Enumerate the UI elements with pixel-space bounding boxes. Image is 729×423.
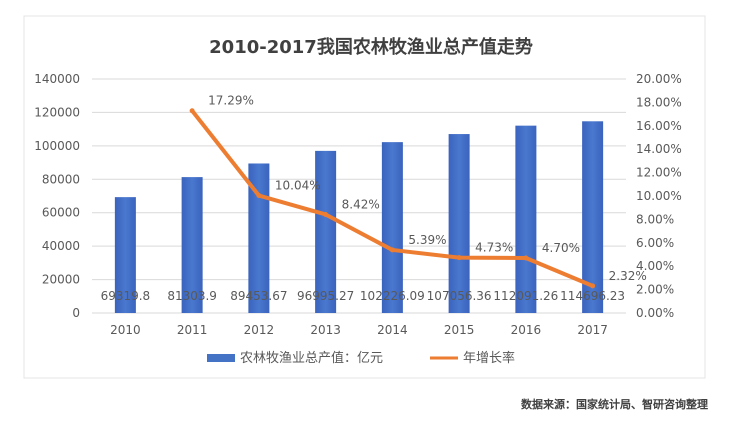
bar-value-label: 81303.9 <box>167 289 217 303</box>
right-axis-tick-label: 18.00% <box>636 95 682 109</box>
legend-bar-swatch <box>207 354 235 362</box>
left-axis-tick-label: 140000 <box>34 72 80 86</box>
bar-value-label: 69319.8 <box>101 289 151 303</box>
growth-rate-label: 2.32% <box>609 269 647 283</box>
source-note: 数据来源：国家统计局、智研咨询整理 <box>521 397 708 411</box>
right-axis-tick-label: 6.00% <box>636 236 674 250</box>
bar <box>448 134 470 313</box>
growth-rate-point <box>456 255 462 261</box>
growth-rate-point <box>189 108 195 114</box>
left-axis-tick-label: 80000 <box>42 172 80 186</box>
right-axis-tick-label: 8.00% <box>636 212 674 226</box>
right-axis-tick-label: 16.00% <box>636 119 682 133</box>
growth-rate-label: 8.42% <box>342 197 380 211</box>
x-axis-tick-label: 2017 <box>577 323 608 337</box>
chart-title: 2010-2017我国农林牧渔业总产值走势 <box>209 36 533 58</box>
x-axis-tick-label: 2011 <box>177 323 208 337</box>
bar-series <box>114 121 604 314</box>
growth-rate-point <box>389 247 395 253</box>
bar <box>114 197 136 313</box>
right-axis-tick-label: 0.00% <box>636 306 674 320</box>
bar-value-labels: 69319.8 81303.9 89453.67 96995.27 102226.09 1… <box>101 289 626 303</box>
bar-value-label: 114696.23 <box>560 289 625 303</box>
right-axis-tick-label: 20.00% <box>636 72 682 86</box>
x-axis-tick-label: 2016 <box>511 323 542 337</box>
right-axis-tick-label: 4.00% <box>636 259 674 273</box>
legend-line-label: 年增长率 <box>463 350 515 366</box>
right-axis: 0.00% 2.00% 4.00% 6.00% 8.00% 10.00% 12.00% 14.… <box>636 72 682 320</box>
x-axis-tick-label: 2012 <box>244 323 275 337</box>
growth-rate-label: 5.39% <box>408 233 446 247</box>
x-axis-tick-label: 2014 <box>377 323 408 337</box>
growth-rate-point <box>523 255 529 261</box>
line-series <box>189 108 596 289</box>
left-axis-tick-label: 120000 <box>34 105 80 119</box>
right-axis-tick-label: 10.00% <box>636 189 682 203</box>
x-axis-tick-label: 2013 <box>310 323 341 337</box>
x-axis-tick-label: 2015 <box>444 323 475 337</box>
right-axis-tick-label: 2.00% <box>636 283 674 297</box>
right-axis-tick-label: 12.00% <box>636 166 682 180</box>
bar <box>181 177 203 313</box>
left-axis-tick-label: 40000 <box>42 239 80 253</box>
x-axis: 2010 2011 2012 2013 2014 2015 2016 2017 <box>110 323 608 337</box>
left-axis-tick-label: 100000 <box>34 139 80 153</box>
left-axis: 0 20000 40000 60000 80000 100000 120000 140000 <box>34 72 80 320</box>
bar-value-label: 96995.27 <box>297 289 354 303</box>
gridlines <box>92 78 626 314</box>
growth-rate-label: 4.70% <box>542 241 580 255</box>
left-axis-tick-label: 60000 <box>42 206 80 220</box>
growth-rate-point <box>256 193 262 199</box>
bar <box>248 163 270 313</box>
right-axis-tick-label: 14.00% <box>636 142 682 156</box>
growth-rate-point <box>323 211 329 217</box>
legend-bar-label: 农林牧渔业总产值：亿元 <box>240 350 383 366</box>
bar-value-label: 102226.09 <box>360 289 425 303</box>
bar <box>315 150 337 313</box>
growth-rate-label: 4.73% <box>475 241 513 255</box>
growth-rate-point <box>590 283 596 289</box>
bar <box>515 125 537 314</box>
legend: 农林牧渔业总产值：亿元 年增长率 <box>207 350 515 366</box>
growth-rate-label: 17.29% <box>208 94 254 108</box>
bar-value-label: 107056.36 <box>427 289 492 303</box>
left-axis-tick-label: 20000 <box>42 273 80 287</box>
growth-rate-label: 10.04% <box>275 179 321 193</box>
bar-value-label: 112091.26 <box>493 289 558 303</box>
bar <box>582 121 604 313</box>
line-value-labels: 17.29% 10.04% 8.42% 5.39% 4.73% 4.70% 2.32% <box>208 94 647 283</box>
x-axis-tick-label: 2010 <box>110 323 141 337</box>
bar <box>381 142 403 313</box>
bar-value-label: 89453.67 <box>230 289 287 303</box>
left-axis-tick-label: 0 <box>72 306 80 320</box>
